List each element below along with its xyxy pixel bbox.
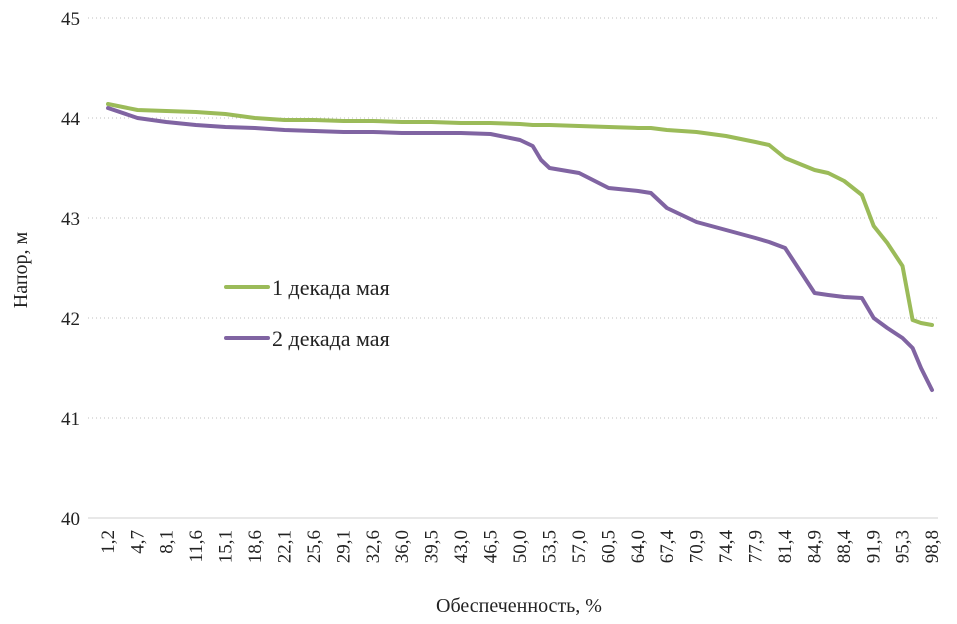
x-tick-label: 22,1 [274, 530, 295, 563]
y-axis-tick-labels: 40 41 42 43 44 45 [61, 9, 81, 530]
x-tick-label: 18,6 [245, 530, 266, 563]
x-tick-label: 11,6 [186, 530, 207, 563]
x-tick-label: 77,9 [746, 530, 767, 563]
x-tick-label: 91,9 [864, 530, 885, 563]
x-tick-label: 84,9 [805, 530, 826, 563]
x-tick-label: 15,1 [215, 530, 236, 563]
y-tick-label: 44 [61, 109, 81, 130]
x-tick-label: 60,5 [599, 530, 620, 563]
legend-label-2: 2 декада мая [272, 326, 390, 351]
x-tick-label: 29,1 [334, 530, 355, 563]
x-tick-label: 64,0 [628, 530, 649, 563]
x-tick-label: 32,6 [363, 530, 384, 563]
x-tick-label: 43,0 [451, 530, 472, 563]
x-tick-label: 67,4 [657, 530, 678, 564]
x-axis-title: Обеспеченность, % [436, 595, 602, 617]
x-tick-label: 81,4 [775, 530, 796, 564]
x-tick-label: 25,6 [304, 530, 325, 563]
x-tick-label: 53,5 [540, 530, 561, 563]
y-tick-label: 40 [61, 509, 80, 530]
x-tick-label: 70,9 [686, 530, 707, 563]
x-tick-label: 57,0 [569, 530, 590, 563]
grid-lines [88, 17, 938, 519]
y-tick-label: 43 [61, 209, 80, 230]
y-tick-label: 42 [61, 309, 80, 330]
series-line-1 [106, 102, 934, 327]
x-tick-label: 1,2 [98, 530, 119, 554]
x-tick-label: 50,0 [510, 530, 531, 563]
x-tick-label: 98,8 [922, 530, 943, 563]
series-lines [106, 102, 934, 392]
y-axis-title: Напор, м [10, 231, 32, 308]
y-tick-label: 41 [61, 409, 80, 430]
x-tick-label: 46,5 [480, 530, 501, 563]
legend-label-1: 1 декада мая [272, 275, 390, 300]
x-tick-label: 4,7 [128, 530, 149, 554]
x-tick-label: 88,4 [834, 530, 855, 564]
x-tick-label: 95,3 [892, 530, 913, 563]
x-axis-tick-labels: 1,2 4,7 8,1 11,6 15,1 18,6 22,1 25,6 29,1 32,6 36,… [98, 530, 943, 564]
x-tick-label: 74,4 [716, 530, 737, 564]
x-tick-label: 8,1 [156, 530, 177, 554]
series-line-2 [106, 106, 934, 392]
x-tick-label: 39,5 [421, 530, 442, 563]
x-tick-label: 36,0 [392, 530, 413, 563]
legend: 1 декада мая 2 декада мая [224, 275, 390, 351]
y-tick-label: 45 [61, 9, 80, 30]
